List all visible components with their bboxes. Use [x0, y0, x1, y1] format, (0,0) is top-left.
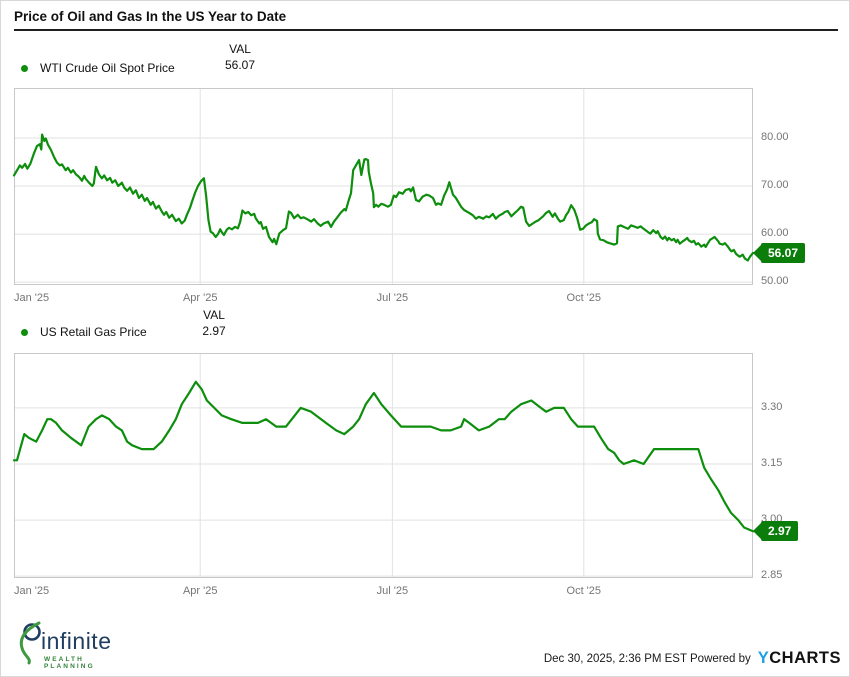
last-value-badge: 56.07 — [752, 242, 806, 263]
y-axis-label: 3.30 — [761, 400, 783, 413]
y-axis-label: 2.85 — [761, 569, 783, 582]
y-axis-label: 3.15 — [761, 457, 783, 469]
page-title: Price of Oil and Gas In the US Year to D… — [14, 9, 287, 24]
x-axis-label: Apr '25 — [182, 292, 218, 304]
y-axis-label: 60.00 — [761, 227, 789, 240]
legend-row: WTI Crude Oil Spot Price — [21, 61, 175, 75]
legend-gas: VAL 2.97 US Retail Gas Price — [14, 307, 753, 341]
legend-row: US Retail Gas Price — [21, 325, 147, 339]
ycharts-logo: YCHARTS — [758, 649, 841, 668]
val-value: 2.97 — [202, 324, 226, 338]
x-axis-label: Oct '25 — [566, 585, 602, 597]
attribution: Dec 30, 2025, 2:36 PM EST Powered by YCH… — [544, 649, 841, 668]
infinite-wealth-planning-logo: infinite WEALTH PLANNING — [15, 620, 135, 672]
series-label: WTI Crude Oil Spot Price — [40, 61, 175, 75]
infinite-logo-icon — [19, 621, 41, 665]
y-axis-label: 70.00 — [761, 179, 789, 192]
x-axis-label: Apr '25 — [182, 585, 218, 597]
wti-crude-oil-chart: 80.00 70.00 60.00 50.00 Jan '25 Apr '25 Jul '2… — [12, 88, 806, 304]
y-axis-label: 80.00 — [761, 130, 789, 143]
legend-wti: VAL 56.07 WTI Crude Oil Spot Price — [14, 41, 753, 77]
timestamp: Dec 30, 2025, 2:36 PM EST — [543, 652, 687, 665]
val-header: VAL — [229, 42, 251, 56]
series-dot-icon — [21, 328, 28, 336]
val-header: VAL — [203, 308, 225, 322]
powered-by-label: Powered by — [690, 652, 751, 665]
x-axis-label: Jul '25 — [376, 585, 409, 597]
x-axis-label: Jul '25 — [376, 292, 409, 304]
legend-val-block: VAL 56.07 — [225, 41, 255, 73]
legend-val-block: VAL 2.97 — [202, 307, 225, 339]
series-label: US Retail Gas Price — [40, 325, 147, 339]
last-value-badge: 2.97 — [752, 521, 799, 542]
ycharts-y: Y — [757, 649, 770, 667]
us-retail-gas-chart: 3.30 3.15 3.00 2.85 Jan '25 Apr '25 Jul '25 Oct… — [12, 353, 799, 597]
logo-tagline: WEALTH PLANNING — [44, 656, 95, 670]
header: Price of Oil and Gas In the US Year to D… — [14, 1, 838, 31]
x-axis-label: Jan '25 — [14, 292, 50, 304]
x-axis-label: Jan '25 — [14, 585, 50, 597]
timestamp-and-powered-by: Dec 30, 2025, 2:36 PM EST Powered by — [544, 653, 751, 665]
y-axis-label: 50.00 — [761, 275, 789, 288]
x-axis-label: Oct '25 — [566, 292, 602, 304]
logo-wordmark: infinite — [41, 628, 112, 654]
val-value: 56.07 — [224, 58, 256, 72]
ycharts-charts: CHARTS — [769, 649, 841, 667]
series-dot-icon — [21, 64, 28, 72]
